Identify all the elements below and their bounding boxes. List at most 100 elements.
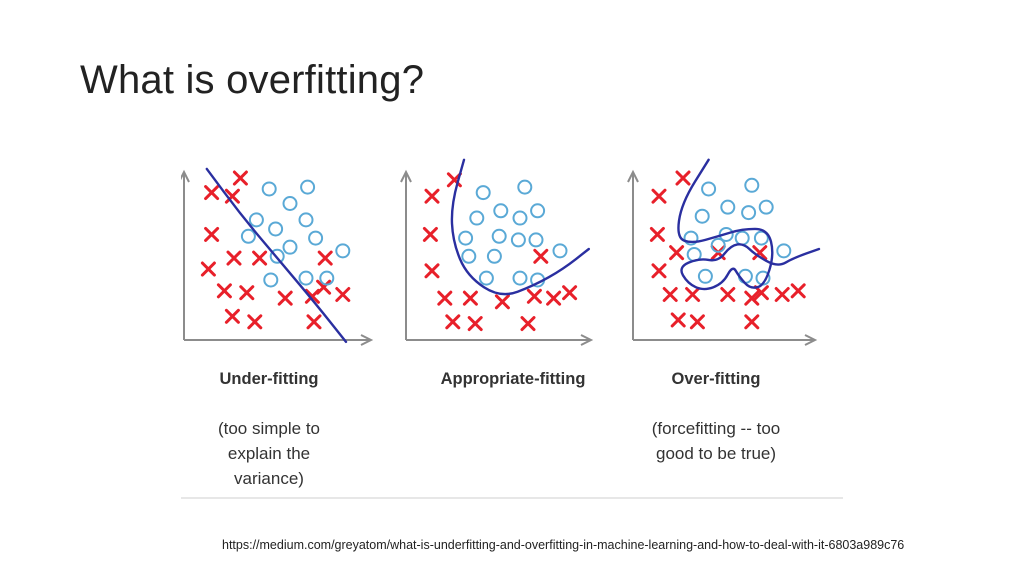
- cross-point: [520, 316, 536, 332]
- cross-point: [467, 316, 483, 332]
- cross-point: [774, 287, 790, 302]
- circle-point: [694, 208, 710, 224]
- cross-point: [226, 250, 242, 266]
- panel-over-fitting: Over-fitting (forcefitting -- too good to …: [627, 158, 821, 463]
- panel-caption-line: variance): [234, 469, 304, 488]
- cross-point: [224, 308, 240, 324]
- circle-point: [744, 177, 760, 193]
- circle-point: [517, 179, 533, 195]
- cross-point: [424, 263, 440, 279]
- circle-point: [248, 212, 264, 228]
- cross-point: [562, 285, 578, 301]
- circle-point: [240, 228, 256, 244]
- circle-point: [268, 221, 284, 237]
- cross-point: [689, 314, 705, 330]
- source-url[interactable]: https://medium.com/greyatom/what-is-unde…: [222, 538, 905, 552]
- cross-point: [546, 290, 562, 306]
- cross-point: [670, 312, 686, 328]
- cross-point: [533, 248, 549, 264]
- circle-point: [710, 237, 726, 253]
- panel-title: Over-fitting: [672, 370, 761, 388]
- circle-point: [510, 232, 526, 248]
- cross-point: [200, 261, 216, 277]
- circle-point: [758, 199, 774, 215]
- cross-point: [494, 294, 510, 310]
- circle-point: [308, 230, 324, 246]
- cross-point: [422, 226, 438, 242]
- cross-point: [720, 287, 736, 302]
- cross-point: [462, 290, 478, 306]
- circle-point: [753, 230, 769, 246]
- cross-point: [239, 285, 255, 301]
- circle-point: [298, 270, 314, 286]
- slide-title: What is overfitting?: [80, 58, 425, 102]
- cross-point: [651, 263, 667, 279]
- cross-point: [669, 245, 685, 261]
- cross-point: [752, 245, 768, 261]
- circle-point: [720, 199, 736, 215]
- cross-point: [675, 170, 691, 186]
- panel-caption-line: (too simple to: [218, 419, 320, 438]
- cross-point: [744, 290, 760, 306]
- circle-point: [530, 203, 546, 219]
- panel-title: Appropriate-fitting: [441, 370, 586, 388]
- circle-point: [486, 248, 502, 264]
- cross-point: [744, 314, 760, 330]
- x-axis-arrow: [580, 334, 594, 346]
- circle-point: [741, 205, 757, 221]
- circle-point: [461, 248, 477, 264]
- circle-point: [475, 185, 491, 201]
- cross-point: [649, 226, 665, 242]
- cross-point: [252, 250, 268, 266]
- circle-point: [528, 232, 544, 248]
- cross-point: [224, 188, 240, 204]
- circle-point: [683, 230, 699, 246]
- decision-boundary: [205, 167, 348, 344]
- panel-under-fitting: Under-fitting (too simple to explain the va…: [178, 167, 374, 488]
- y-axis-arrow: [178, 169, 190, 183]
- circle-point: [512, 210, 528, 226]
- x-axis-arrow: [360, 334, 374, 346]
- cross-point: [317, 250, 333, 266]
- circle-point: [718, 226, 734, 242]
- cross-point: [216, 283, 232, 299]
- circle-point: [512, 270, 528, 286]
- circle-point: [319, 270, 335, 286]
- cross-point: [204, 226, 220, 242]
- circle-point: [493, 203, 509, 219]
- circle-point: [282, 196, 298, 211]
- panel-appropriate-fitting: Appropriate-fitting: [400, 158, 594, 388]
- panel-caption-line: good to be true): [656, 444, 776, 463]
- circle-point: [282, 239, 298, 255]
- figure: Under-fitting (too simple to explain the va…: [178, 130, 843, 500]
- circle-point: [776, 243, 792, 259]
- cross-point: [753, 285, 769, 301]
- circle-point: [263, 272, 279, 288]
- cross-point: [445, 314, 461, 330]
- circle-point: [469, 210, 485, 226]
- cross-point: [204, 185, 220, 201]
- cross-point: [306, 314, 322, 330]
- cross-point: [424, 188, 440, 204]
- circle-point: [261, 181, 277, 197]
- circle-point: [491, 228, 507, 244]
- cross-point: [526, 288, 542, 304]
- panel-caption-line: explain the: [228, 444, 310, 463]
- circle-point: [734, 230, 750, 246]
- cross-point: [790, 283, 806, 299]
- fitting-comparison-chart: Under-fitting (too simple to explain the va…: [178, 158, 821, 488]
- circle-point: [300, 179, 316, 195]
- decision-boundary: [677, 158, 821, 291]
- cross-point: [277, 290, 293, 306]
- panel-title: Under-fitting: [220, 370, 319, 388]
- cross-point: [316, 279, 332, 295]
- circle-point: [298, 212, 314, 228]
- cross-point: [651, 188, 667, 204]
- cross-point: [335, 287, 351, 302]
- circle-point: [552, 243, 568, 259]
- cross-point: [437, 290, 453, 306]
- cross-point: [247, 314, 263, 330]
- cross-point: [662, 287, 678, 302]
- y-axis-arrow: [400, 169, 412, 183]
- panel-caption-line: (forcefitting -- too: [652, 419, 781, 438]
